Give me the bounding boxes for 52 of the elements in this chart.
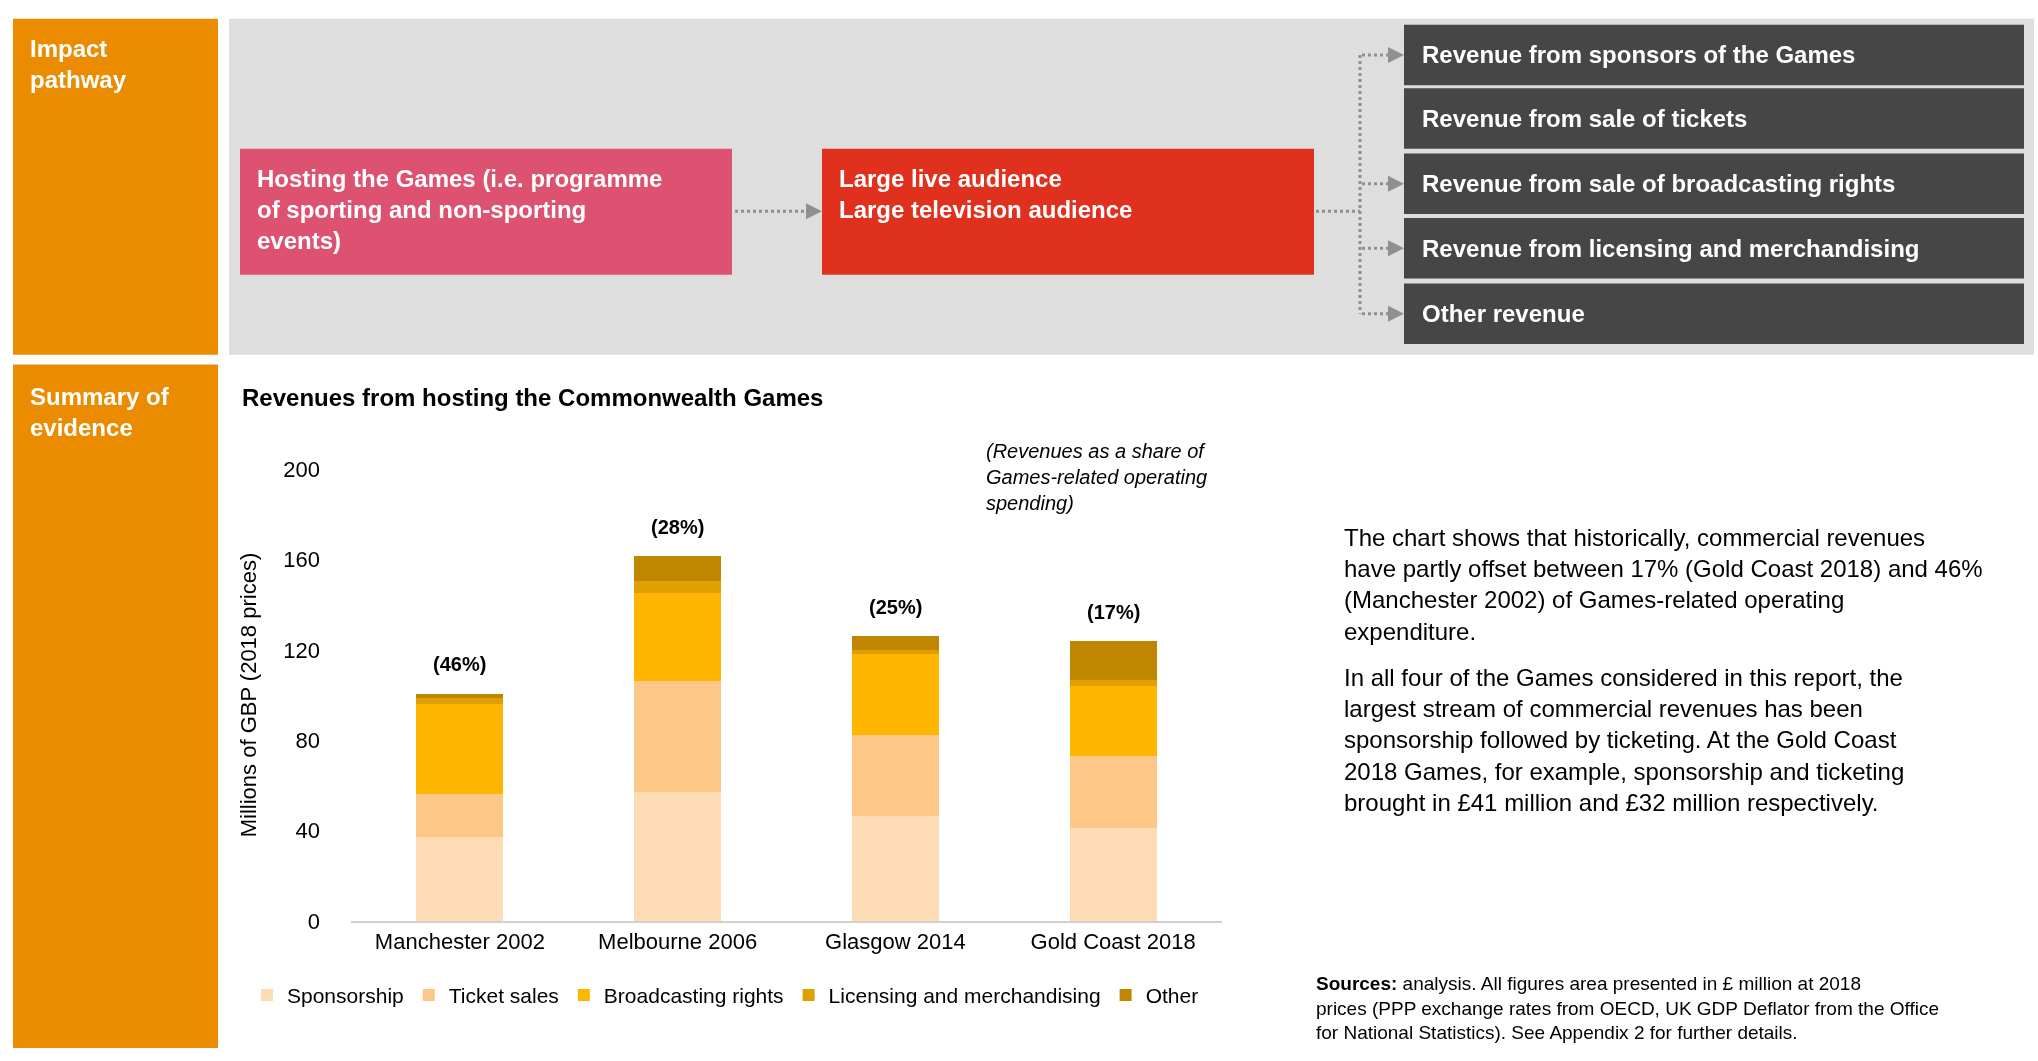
text: Hosting the Games (i.e. programme of sporting and non-sporting events): [257, 165, 663, 255]
bar: [416, 794, 504, 838]
text: The chart shows that historically, commercial revenues have partly offset between 17% (Gold Coast 2018) and 46% (Manchester 2002) of Games-related operating expenditure.: [1344, 524, 1983, 645]
y-tick-label: 0: [307, 908, 320, 934]
bar: [851, 654, 939, 735]
bar: [1069, 756, 1157, 829]
legend-label: Ticket sales: [448, 984, 559, 1008]
text: Revenue from licensing and merchandising: [1422, 235, 1920, 262]
annotation: (Revenues as a share of Games-related operating spending): [986, 440, 1208, 514]
annotation: (28%): [651, 516, 705, 538]
x-tick-label: Gold Coast 2018: [1030, 929, 1196, 955]
bar: [634, 792, 722, 922]
bar: [851, 734, 939, 816]
annotation: (17%): [1087, 601, 1141, 623]
text: Revenue from sale of tickets: [1422, 105, 1748, 132]
y-tick-label: 160: [283, 547, 320, 573]
y-tick-label: 200: [283, 456, 320, 482]
text: Other revenue: [1422, 300, 1585, 327]
text: Revenue from sponsors of the Games: [1422, 41, 1856, 68]
text: Large live audience Large television audience: [839, 165, 1133, 224]
y-tick-label: 40: [295, 818, 320, 844]
bar: [1069, 680, 1157, 686]
legend-label: Broadcasting rights: [603, 984, 784, 1008]
legend-label: Licensing and merchandising: [828, 984, 1101, 1008]
text: Impact pathway: [30, 35, 127, 94]
x-tick-label: Glasgow 2014: [825, 929, 966, 955]
bar: [416, 837, 504, 922]
bar: [416, 704, 504, 795]
x-tick-label: Melbourne 2006: [598, 929, 758, 955]
legend-label: Sponsorship: [287, 984, 404, 1008]
bar: [851, 636, 939, 650]
bar: [851, 815, 939, 922]
bar: [1069, 828, 1157, 922]
bar: [1069, 685, 1157, 757]
y-axis-title: Millions of GBP (2018 prices): [236, 552, 262, 838]
text: Revenue from sale of broadcasting rights: [1422, 170, 1896, 197]
annotation: (25%): [869, 596, 923, 618]
text: In all four of the Games considered in this report, the largest stream of commercial revenues has been sponsorship followed by ticketing. At the Gold Coast 2018 Games, for example, sponsorship and ticketing brought in £41 million and £32 million respectively.: [1344, 664, 1905, 816]
bar: [634, 556, 722, 581]
text: Summary of evidence: [30, 383, 170, 442]
chart-title: Revenues from hosting the Commonwealth Games: [242, 384, 824, 411]
bar: [416, 698, 504, 705]
source-note: Sources: analysis. All figures area presented in £ million at 2018 prices (PPP exchange rates from OECD, UK GDP Deflator from the Office for National Statistics). See Appendix 2 for further details.: [1316, 973, 1940, 1044]
bar: [1069, 640, 1157, 681]
bar: [634, 681, 722, 793]
legend-label: Other: [1145, 984, 1199, 1008]
x-tick-label: Manchester 2002: [374, 929, 545, 955]
bar: [634, 593, 722, 682]
y-tick-label: 120: [283, 637, 320, 663]
bar: [634, 580, 722, 594]
annotation: (46%): [433, 653, 487, 675]
y-tick-label: 80: [295, 727, 320, 753]
